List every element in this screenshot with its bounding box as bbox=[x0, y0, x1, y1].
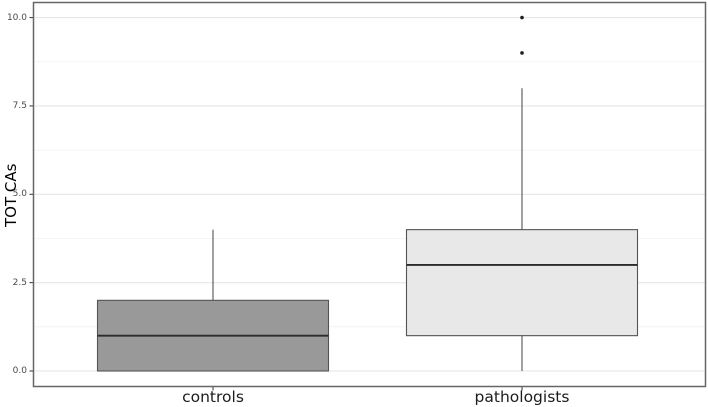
y-tick-label-5.0: 5.0 bbox=[12, 189, 27, 199]
y-tick-label-10.0: 10.0 bbox=[6, 13, 27, 23]
y-tick-label-7.5: 7.5 bbox=[12, 101, 27, 111]
box-pathologists bbox=[405, 229, 639, 337]
x-tick-label-pathologists: pathologists bbox=[474, 388, 570, 406]
x-tick-label-controls: controls bbox=[182, 388, 244, 406]
y-tick-label-0.0: 0.0 bbox=[12, 366, 27, 376]
panel-border bbox=[32, 1, 707, 388]
outlier-point-pathologists bbox=[520, 51, 524, 55]
outlier-point-pathologists bbox=[520, 15, 524, 20]
y-tick-label-2.5: 2.5 bbox=[12, 278, 27, 288]
